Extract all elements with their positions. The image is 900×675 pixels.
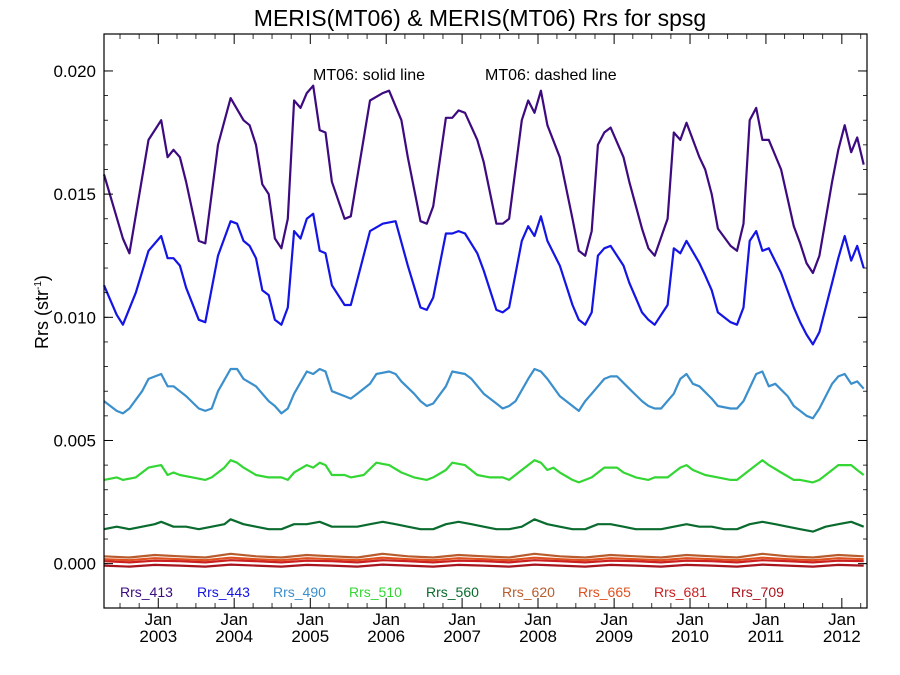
- y-axis-label-sup: -1: [33, 281, 44, 290]
- x-tick-month: Jan: [448, 610, 475, 629]
- x-tick-month: Jan: [297, 610, 324, 629]
- x-tick-year: 2004: [215, 627, 253, 646]
- annotation-solid: MT06: solid line: [313, 67, 425, 84]
- x-tick-month: Jan: [145, 610, 172, 629]
- x-tick-month: Jan: [676, 610, 703, 629]
- legend: Rrs_413 Rrs_443 Rrs_490 Rrs_510 Rrs_560 Rrs_6…: [120, 584, 784, 600]
- series-line-rrs-560: [103, 518, 865, 533]
- series-line-rrs-510: [103, 459, 865, 484]
- x-tick-year: 2011: [748, 627, 785, 646]
- y-tick-label: 0.015: [53, 185, 96, 204]
- y-axis-label: Rrs (str-1): [32, 275, 52, 349]
- x-tick-month: Jan: [220, 610, 247, 629]
- x-tick-year: 2009: [595, 627, 633, 646]
- plot-frame: [103, 33, 868, 609]
- legend-label-rrs-681: Rrs_681: [654, 584, 707, 600]
- x-tick-year: 2006: [367, 627, 405, 646]
- series-line-rrs-620: [103, 552, 864, 559]
- x-tick-month: Jan: [600, 610, 627, 629]
- y-tick-label: 0.000: [53, 555, 96, 574]
- annotation-dashed: MT06: dashed line: [485, 67, 617, 84]
- legend-label-rrs-443: Rrs_443: [197, 584, 250, 600]
- series-line-rrs-665: [103, 556, 864, 562]
- x-axis: Jan2003Jan2004Jan2005Jan2006Jan2007Jan20…: [119, 34, 862, 646]
- series-line-rrs-681: [103, 559, 864, 564]
- legend-label-rrs-413: Rrs_413: [120, 584, 173, 600]
- legend-label-rrs-620: Rrs_620: [502, 584, 555, 600]
- series-line-rrs-443: [102, 212, 865, 346]
- x-tick-month: Jan: [372, 610, 399, 629]
- y-tick-label: 0.020: [53, 62, 96, 81]
- y-tick-label: 0.005: [53, 431, 96, 450]
- legend-label-rrs-665: Rrs_665: [578, 584, 631, 600]
- series-line-rrs-490: [103, 367, 865, 420]
- series-line-rrs-709: [103, 563, 864, 568]
- x-tick-year: 2012: [823, 627, 861, 646]
- legend-label-rrs-709: Rrs_709: [731, 584, 784, 600]
- series-line-rrs-413: [102, 84, 865, 275]
- x-tick-year: 2005: [291, 627, 329, 646]
- legend-label-rrs-510: Rrs_510: [349, 584, 402, 600]
- y-axis: 0.000 0.005 0.010 0.015 0.020: [53, 62, 867, 574]
- x-tick-year: 2003: [139, 627, 177, 646]
- chart-title: MERIS(MT06) & MERIS(MT06) Rrs for spsg: [254, 5, 706, 31]
- x-tick-month: Jan: [752, 610, 779, 629]
- x-tick-month: Jan: [828, 610, 855, 629]
- legend-label-rrs-490: Rrs_490: [273, 584, 326, 600]
- x-tick-year: 2008: [519, 627, 557, 646]
- y-tick-label: 0.010: [53, 308, 96, 327]
- plot-lines: [102, 84, 865, 568]
- x-tick-year: 2010: [671, 627, 709, 646]
- y-axis-label-tail: ): [32, 275, 52, 281]
- x-tick-month: Jan: [524, 610, 551, 629]
- x-tick-year: 2007: [443, 627, 481, 646]
- y-axis-label-main: Rrs (str: [32, 290, 52, 349]
- legend-label-rrs-560: Rrs_560: [426, 584, 479, 600]
